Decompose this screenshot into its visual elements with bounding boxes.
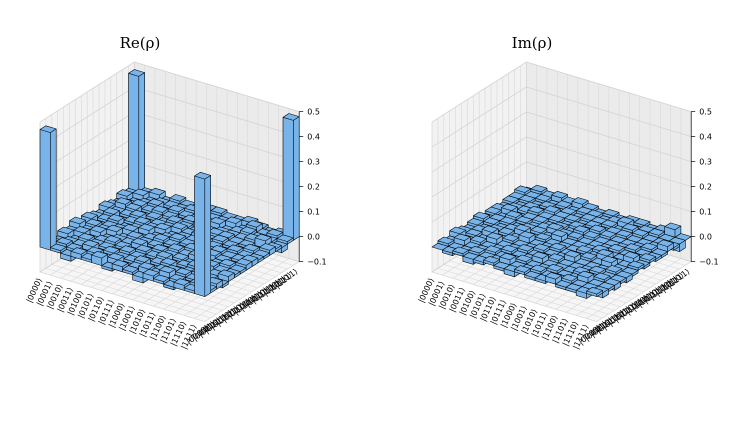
- chart-title: Re(ρ): [120, 34, 161, 52]
- chart: Re(ρ)−0.10.00.10.20.30.40.5|0000⟩|0000⟩|…: [25, 34, 327, 351]
- z-tick-label: 0.2: [307, 183, 320, 192]
- z-tick-label: 0.5: [307, 108, 320, 117]
- grid-line: [39, 61, 300, 123]
- bar: [276, 234, 294, 245]
- chart: Im(ρ)−0.10.00.10.20.30.40.5|0000⟩|0000⟩|…: [417, 34, 719, 351]
- bar: [91, 251, 108, 266]
- bar: [627, 260, 645, 271]
- z-tick-label: 0.5: [699, 108, 712, 117]
- z-tick-label: 0.0: [699, 233, 712, 242]
- bar: [282, 113, 300, 241]
- floor-grid: [576, 255, 671, 316]
- bar: [586, 287, 603, 297]
- bar: [545, 272, 562, 285]
- z-tick-label: −0.1: [307, 258, 326, 267]
- z-tick-label: 0.4: [699, 133, 712, 142]
- floor-grid: [184, 255, 279, 316]
- z-tick-label: 0.1: [307, 208, 320, 217]
- grid-line: [431, 111, 692, 173]
- floor-grid: [194, 258, 290, 319]
- z-tick-label: 0.3: [699, 158, 712, 167]
- bar: [128, 69, 145, 195]
- z-tick-label: 0.0: [307, 233, 320, 242]
- floor-grid: [596, 261, 692, 322]
- bar: [599, 230, 617, 241]
- z-tick-label: 0.3: [307, 158, 320, 167]
- grid-line: [431, 136, 692, 198]
- floor-grid: [586, 258, 682, 319]
- floor-grid: [204, 261, 300, 322]
- bar: [549, 242, 567, 253]
- bar: [546, 264, 564, 274]
- z-tick-label: −0.1: [699, 258, 718, 267]
- z-tick-label: 0.1: [699, 208, 712, 217]
- z-tick-label: 0.4: [307, 133, 320, 142]
- chart-title: Im(ρ): [512, 34, 553, 52]
- grid-line: [431, 86, 692, 148]
- bar: [194, 172, 211, 297]
- grid-line: [431, 161, 692, 223]
- z-tick-label: 0.2: [699, 183, 712, 192]
- bar: [639, 253, 657, 264]
- bar: [601, 255, 618, 269]
- bar: [531, 251, 549, 264]
- bar: [623, 251, 640, 264]
- grid-line: [431, 61, 692, 123]
- bar: [39, 125, 57, 251]
